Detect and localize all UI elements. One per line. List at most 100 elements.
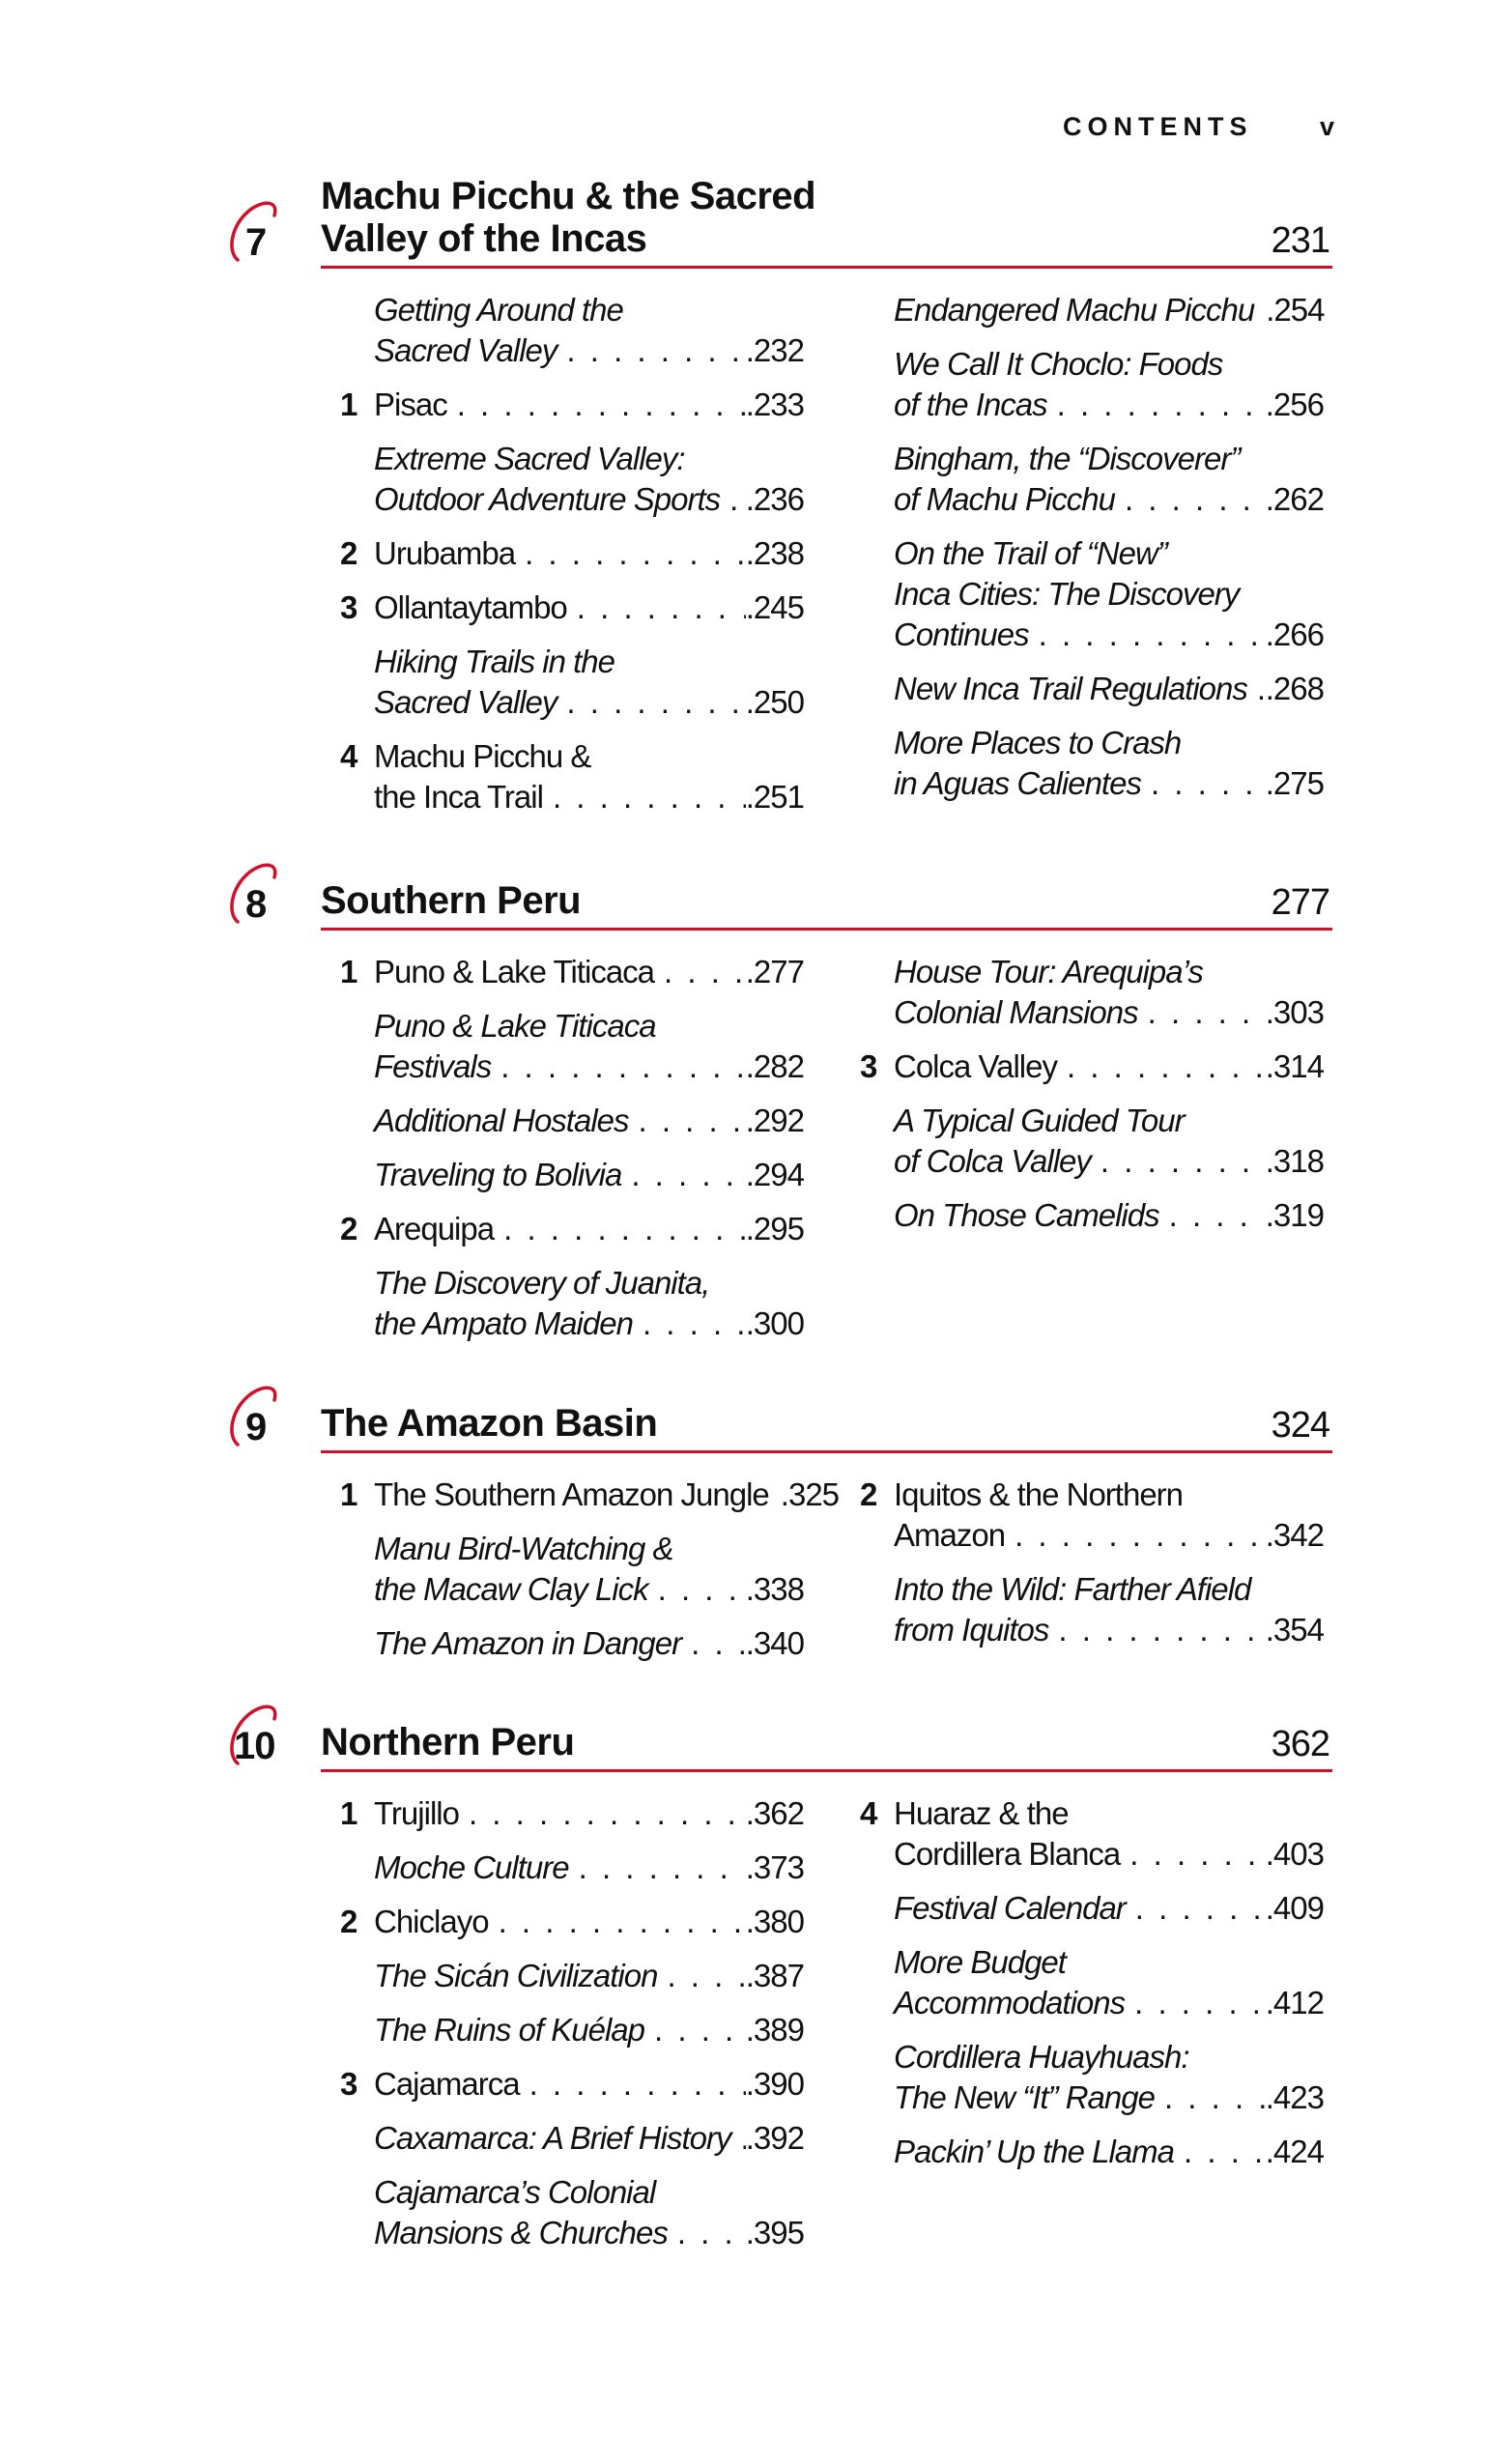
toc-sidebar-entry[interactable]: Extreme Sacred Valley: Outdoor Adventure …: [340, 439, 805, 520]
toc-sidebar-entry[interactable]: Cordillera Huayhuash: The New “It” Range.…: [860, 2037, 1325, 2118]
entry-page: .373: [745, 1849, 805, 1885]
toc-section-entry[interactable]: 2 Chiclayo .380: [340, 1902, 805, 1942]
dot-leader: [1029, 615, 1266, 655]
toc-sidebar-entry[interactable]: Packin’ Up the Llama .424: [860, 2132, 1325, 2172]
red-arc-icon: [230, 201, 277, 262]
entry-page: .251: [745, 779, 805, 815]
toc-sidebar-entry[interactable]: Additional Hostales .292: [340, 1101, 805, 1141]
toc-section-entry[interactable]: 2 Arequipa .295: [340, 1209, 805, 1249]
entry-text: A Typical Guided Tour: [894, 1103, 1186, 1138]
toc-section-entry[interactable]: 1 Trujillo .362: [340, 1793, 805, 1834]
section-number: 2: [860, 1476, 877, 1512]
dot-leader: [1125, 1983, 1266, 2023]
entry-page: .303: [1265, 994, 1325, 1030]
toc-sidebar-entry[interactable]: Moche Culture .373: [340, 1848, 805, 1888]
chapter-title[interactable]: Southern Peru: [321, 879, 582, 922]
entry-line: Mansions & Churches .395: [374, 2213, 805, 2253]
entry-line: Moche Culture .373: [374, 1848, 805, 1888]
entry-page: .423: [1265, 2079, 1325, 2115]
toc-sidebar-entry[interactable]: Festival Calendar .409: [860, 1888, 1325, 1929]
section-number: 2: [340, 535, 357, 571]
entry-line: Outdoor Adventure Sports .236: [374, 479, 805, 520]
toc-section-entry[interactable]: 4 Huaraz & the Cordillera Blanca .403: [860, 1793, 1325, 1875]
section-number: 1: [340, 1476, 357, 1512]
dot-leader: [1047, 385, 1266, 425]
toc-section-entry[interactable]: 1 Pisac .233: [340, 385, 805, 425]
toc-sidebar-entry[interactable]: Getting Around the Sacred Valley .232: [340, 290, 805, 371]
toc-section-entry[interactable]: 1 Puno & Lake Titicaca .277: [340, 952, 805, 992]
entry-text: House Tour: Arequipa’s: [894, 954, 1204, 989]
dot-leader: [633, 1304, 746, 1344]
toc-section-entry[interactable]: 3 Ollantaytambo .245: [340, 587, 805, 628]
right-column: 4 Huaraz & the Cordillera Blanca .403 Festiv…: [860, 1793, 1325, 2186]
chapter-rule: [321, 266, 1332, 269]
entry-text: from Iquitos: [894, 1612, 1049, 1647]
toc-sidebar-entry[interactable]: We Call It Choclo: Foods of the Incas .256: [860, 344, 1325, 425]
left-column: 1 The Southern Amazon Jungle .325 Manu Bird…: [340, 1475, 840, 1677]
toc-sidebar-entry[interactable]: The Amazon in Danger .340: [340, 1623, 805, 1664]
toc-sidebar-entry[interactable]: Endangered Machu Picchu .254: [860, 290, 1326, 330]
running-header: CONTENTS: [1063, 112, 1253, 141]
chapter-title[interactable]: The Amazon Basin: [321, 1402, 658, 1445]
toc-sidebar-entry[interactable]: Cajamarca’s Colonial Mansions & Churches.…: [340, 2172, 805, 2253]
entry-page: .250: [745, 684, 805, 720]
toc-sidebar-entry[interactable]: A Typical Guided Tour of Colca Valley .318: [860, 1101, 1325, 1182]
entry-page: .233: [745, 387, 805, 422]
entry-page: .380: [745, 1904, 805, 1939]
entry-text: of Colca Valley: [894, 1143, 1092, 1179]
toc-sidebar-entry[interactable]: The Ruins of Kuélap .389: [340, 2010, 805, 2050]
dot-leader: [494, 1209, 746, 1249]
entry-line: Urubamba .238: [374, 533, 805, 574]
dot-leader: [648, 1569, 746, 1610]
toc-section-entry[interactable]: 4 Machu Picchu & the Inca Trail .251: [340, 736, 805, 817]
toc-sidebar-entry[interactable]: The Discovery of Juanita, the Ampato Maid…: [340, 1263, 805, 1344]
entry-text: Iquitos & the Northern: [894, 1476, 1184, 1512]
toc-section-entry[interactable]: 2 Iquitos & the Northern Amazon .342: [860, 1475, 1325, 1556]
entry-page: .340: [745, 1625, 805, 1661]
toc-sidebar-entry[interactable]: More Budget Accommodations .412: [860, 1942, 1325, 2023]
entry-line: Trujillo .362: [374, 1793, 805, 1834]
toc-section-entry[interactable]: 3 Colca Valley .314: [860, 1046, 1325, 1087]
entry-text: Traveling to Bolivia: [374, 1157, 622, 1192]
toc-sidebar-entry[interactable]: Traveling to Bolivia .294: [340, 1155, 805, 1195]
entry-line: House Tour: Arequipa’s: [894, 952, 1324, 992]
toc-sidebar-entry[interactable]: Caxamarca: A Brief History .392: [340, 2118, 805, 2159]
dot-leader: [621, 1155, 745, 1195]
toc-sidebar-entry[interactable]: Bingham, the “Discoverer” of Machu Picchu…: [860, 439, 1325, 520]
section-number: 2: [340, 1211, 357, 1246]
dot-leader: [681, 1623, 746, 1664]
entry-text: Huaraz & the: [894, 1795, 1070, 1831]
toc-sidebar-entry[interactable]: Puno & Lake Titicaca Festivals .282: [340, 1006, 805, 1087]
entry-page: .254: [1266, 292, 1325, 328]
entry-line: More Budget: [894, 1942, 1324, 1983]
dot-leader: [1159, 1195, 1266, 1236]
toc-section-entry[interactable]: 1 The Southern Amazon Jungle .325: [340, 1475, 840, 1515]
toc-sidebar-entry[interactable]: New Inca Trail Regulations .268: [860, 669, 1325, 709]
entry-line: Colca Valley .314: [894, 1046, 1325, 1087]
entry-page: .268: [1265, 671, 1325, 706]
toc-sidebar-entry[interactable]: Manu Bird-Watching & the Macaw Clay Lick.…: [340, 1529, 805, 1610]
entry-text: Manu Bird-Watching &: [374, 1531, 674, 1566]
entry-line: Caxamarca: A Brief History .392: [374, 2118, 805, 2159]
toc-sidebar-entry[interactable]: More Places to Crash in Aguas Calientes .2…: [860, 723, 1325, 804]
toc-section-entry[interactable]: 3 Cajamarca .390: [340, 2064, 805, 2105]
chapter-title-line: The Amazon Basin: [321, 1402, 658, 1445]
toc-sidebar-entry[interactable]: The Sicán Civilization .387: [340, 1956, 805, 1996]
entry-text: Packin’ Up the Llama: [894, 2134, 1175, 2169]
toc-section-entry[interactable]: 2 Urubamba .238: [340, 533, 805, 574]
chapter-title[interactable]: Northern Peru: [321, 1721, 575, 1763]
toc-sidebar-entry[interactable]: House Tour: Arequipa’s Colonial Mansions.…: [860, 952, 1325, 1033]
dot-leader: [644, 2010, 746, 2050]
toc-sidebar-entry[interactable]: Hiking Trails in the Sacred Valley .250: [340, 642, 805, 723]
chapter-title[interactable]: Machu Picchu & the Sacred Valley of the I…: [321, 175, 816, 260]
entry-page: .338: [745, 1571, 805, 1607]
toc-sidebar-entry[interactable]: Into the Wild: Farther Afield from Iquito…: [860, 1569, 1325, 1650]
toc-sidebar-entry[interactable]: On the Trail of “New” Inca Cities: The Di…: [860, 533, 1325, 655]
section-number: 1: [340, 954, 357, 989]
entry-line: New Inca Trail Regulations .268: [894, 669, 1325, 709]
toc-sidebar-entry[interactable]: On Those Camelids .319: [860, 1195, 1325, 1236]
entry-page: .392: [745, 2120, 805, 2156]
entry-line: Traveling to Bolivia .294: [374, 1155, 805, 1195]
chapter-number-badge: 7: [224, 192, 301, 270]
dot-leader: [769, 1475, 781, 1515]
